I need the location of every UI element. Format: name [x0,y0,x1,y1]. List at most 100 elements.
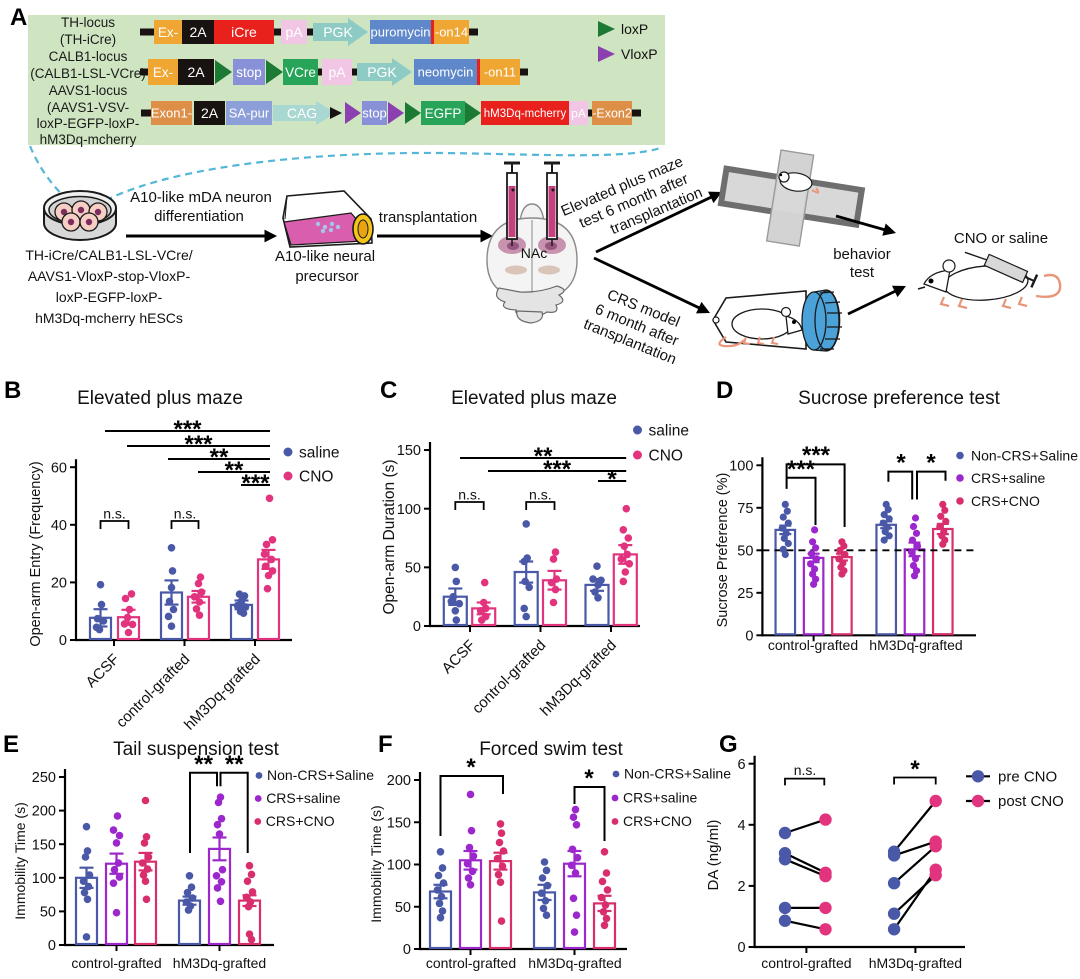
svg-text:CRS+CNO: CRS+CNO [623,813,692,829]
svg-text:A: A [10,4,27,31]
svg-text:n.s.: n.s. [458,487,481,503]
svg-text:SA-pur: SA-pur [229,106,270,121]
svg-text:60: 60 [51,460,67,476]
svg-text:pre CNO: pre CNO [998,769,1057,786]
svg-text:2A: 2A [187,64,205,80]
svg-text:Elevated plus maze: Elevated plus maze [451,388,617,409]
svg-text:*: * [607,466,617,493]
svg-text:100: 100 [397,502,421,518]
svg-text:0: 0 [59,633,67,649]
svg-text:CRS+saline: CRS+saline [266,790,341,806]
svg-text:Open-arm Entry (Frequency): Open-arm Entry (Frequency) [28,461,44,646]
svg-text:CRS+CNO: CRS+CNO [266,813,335,829]
svg-text:Open-arm Duration (s): Open-arm Duration (s) [381,459,398,614]
svg-text:hM3Dq-grafted: hM3Dq-grafted [528,955,621,971]
svg-text:2: 2 [738,879,746,895]
svg-text:stop: stop [362,106,387,121]
svg-text:**: ** [225,751,244,778]
svg-text:control-grafted: control-grafted [768,637,858,653]
svg-text:NAc: NAc [521,245,547,261]
svg-text:Ex-: Ex- [153,65,173,80]
svg-text:(CALB1-LSL-VCre): (CALB1-LSL-VCre) [30,66,146,81]
svg-text:pA: pA [285,24,303,40]
svg-text:***: *** [241,470,270,497]
svg-text:differentiation: differentiation [154,208,244,225]
svg-text:*: * [584,765,594,792]
svg-text:2A: 2A [201,105,219,121]
svg-text:*: * [466,754,476,781]
svg-text:puromycin: puromycin [371,25,431,40]
svg-text:0: 0 [403,942,411,958]
svg-text:4: 4 [738,818,746,834]
svg-text:CNO or saline: CNO or saline [954,230,1048,247]
svg-text:test: test [850,264,875,281]
svg-text:stop: stop [236,65,262,80]
svg-text:saline: saline [649,422,690,439]
svg-text:CALB1-locus: CALB1-locus [49,49,128,64]
svg-text:loxP-EGFP-loxP-: loxP-EGFP-loxP- [37,116,140,131]
svg-text:CNO: CNO [299,468,333,485]
svg-text:***: *** [787,456,816,483]
svg-text:-on14: -on14 [435,25,468,40]
svg-text:150: 150 [32,837,56,853]
svg-text:CRS+saline: CRS+saline [623,790,698,806]
svg-text:***: *** [184,431,213,458]
svg-text:0: 0 [413,619,421,635]
svg-text:50: 50 [737,543,753,559]
svg-text:6: 6 [738,757,746,773]
svg-text:control-grafted: control-grafted [426,955,516,971]
svg-text:control-grafted: control-grafted [761,955,851,971]
svg-text:Non-CRS+Saline: Non-CRS+Saline [267,767,374,783]
svg-text:iCre: iCre [231,24,257,40]
svg-text:C: C [380,377,397,404]
svg-text:*: * [896,450,906,477]
svg-text:CRS+saline: CRS+saline [971,470,1046,486]
svg-text:hM3Dq-grafted: hM3Dq-grafted [869,637,962,653]
svg-text:DA (ng/ml): DA (ng/ml) [705,820,722,891]
svg-text:-on11: -on11 [484,65,516,80]
svg-text:***: *** [543,456,572,483]
svg-text:n.s.: n.s. [174,506,197,522]
svg-text:***: *** [173,416,202,443]
svg-text:200: 200 [32,804,56,820]
svg-text:Exon1-: Exon1- [151,106,192,121]
svg-text:pA: pA [328,64,346,80]
svg-text:A10-like mDA neuron: A10-like mDA neuron [130,189,272,206]
svg-text:100: 100 [729,458,753,474]
svg-text:2A: 2A [189,24,207,40]
svg-text:(TH-iCre): (TH-iCre) [60,32,116,47]
svg-text:Immobility Time (s): Immobility Time (s) [12,802,28,919]
svg-text:transplantation: transplantation [379,209,477,226]
svg-text:-Exon2: -Exon2 [592,107,632,121]
svg-text:PGK: PGK [323,24,353,40]
svg-text:0: 0 [745,628,753,644]
svg-text:TH-locus: TH-locus [61,15,115,30]
svg-text:Sucrose Preference (%): Sucrose Preference (%) [715,473,731,628]
svg-text:n.s.: n.s. [529,487,552,503]
svg-text:pA: pA [571,106,586,120]
svg-text:40: 40 [51,518,67,534]
svg-text:100: 100 [387,858,411,874]
svg-text:75: 75 [737,501,753,517]
svg-text:50: 50 [40,904,56,920]
svg-text:hM3Dq-mcherry hESCs: hM3Dq-mcherry hESCs [35,310,183,326]
svg-text:n.s.: n.s. [794,762,817,778]
svg-text:Tail suspension test: Tail suspension test [113,739,280,760]
svg-text:*: * [910,756,920,783]
svg-text:hM3Dq-grafted: hM3Dq-grafted [869,955,962,971]
svg-text:Non-CRS+Saline: Non-CRS+Saline [971,447,1078,463]
svg-text:(AAVS1-VSV-: (AAVS1-VSV- [47,100,129,115]
svg-text:50: 50 [395,900,411,916]
svg-text:25: 25 [737,586,753,602]
svg-text:Non-CRS+Saline: Non-CRS+Saline [624,766,731,782]
svg-text:***: *** [802,442,831,469]
svg-text:G: G [719,731,738,758]
svg-text:B: B [4,377,21,404]
svg-text:AAVS1-locus: AAVS1-locus [49,83,128,98]
svg-text:200: 200 [387,773,411,789]
svg-text:VloxP: VloxP [621,46,658,62]
svg-text:loxP: loxP [621,21,648,37]
svg-text:saline: saline [299,444,340,461]
svg-text:**: ** [210,444,229,471]
svg-text:neomycin: neomycin [418,65,474,80]
